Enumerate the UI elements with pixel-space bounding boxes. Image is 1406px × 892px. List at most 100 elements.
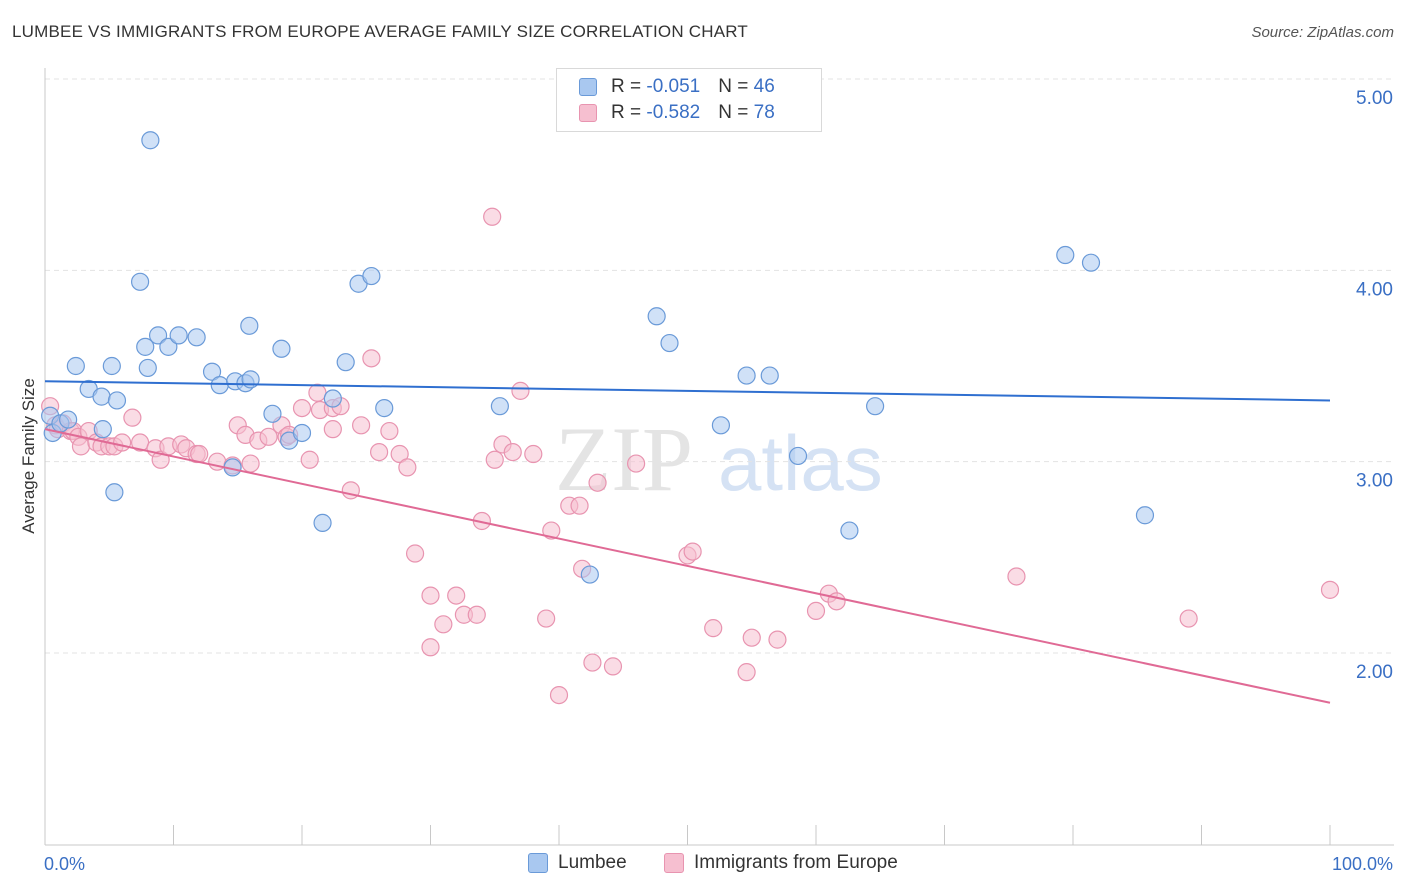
data-point: [549, 685, 569, 705]
y-tick-label: 3.00: [1356, 471, 1393, 492]
data-point: [138, 358, 157, 378]
data-point: [59, 410, 78, 429]
data-point: [102, 356, 121, 376]
data-point: [840, 521, 859, 540]
data-point: [788, 446, 808, 466]
legend-n-label: N =: [718, 76, 754, 97]
legend-r-value: -0.582: [646, 102, 701, 123]
data-point: [421, 586, 440, 605]
data-point: [263, 404, 282, 423]
data-point: [390, 444, 409, 464]
data-point: [660, 333, 679, 353]
data-point: [1007, 567, 1026, 586]
data-point: [362, 349, 381, 368]
data-point: [362, 266, 381, 286]
data-point: [467, 605, 486, 624]
data-point: [603, 657, 623, 676]
data-point: [136, 337, 155, 356]
lumbee-swatch: [528, 853, 548, 873]
data-point: [130, 272, 150, 291]
data-point: [866, 397, 885, 416]
data-point: [93, 420, 112, 439]
data-point: [580, 565, 599, 584]
legend-n-label: N =: [718, 102, 754, 123]
europe-swatch: [579, 104, 597, 122]
data-point: [398, 458, 417, 477]
legend-r-label: R =: [611, 102, 647, 123]
x-tick-labels: 0.0% 100.0%: [44, 854, 1393, 874]
data-point: [148, 326, 168, 345]
legend-item-label: Lumbee: [558, 852, 627, 873]
data-point: [1056, 245, 1075, 265]
data-point: [737, 366, 756, 385]
data-point: [352, 416, 371, 435]
data-point: [259, 427, 278, 446]
series-lumbee: [41, 131, 1155, 584]
data-point: [760, 366, 779, 385]
data-point: [71, 437, 91, 456]
legend-n-value: 46: [753, 76, 775, 97]
data-point: [202, 362, 222, 381]
europe-swatch: [664, 853, 684, 873]
data-point: [66, 356, 85, 376]
data-point: [112, 433, 132, 452]
data-point: [485, 450, 504, 469]
series-legend: Lumbee Immigrants from Europe: [0, 852, 1406, 878]
data-point: [742, 628, 761, 647]
data-point: [323, 420, 342, 439]
data-point: [375, 398, 394, 418]
legend-item-europe[interactable]: Immigrants from Europe: [664, 852, 898, 874]
data-point: [483, 207, 502, 226]
data-point: [683, 542, 702, 561]
y-tick-label: 4.00: [1356, 279, 1393, 300]
data-point: [272, 339, 291, 358]
x-tick-label: 100.0%: [1332, 854, 1393, 874]
data-point: [588, 473, 607, 492]
data-point: [370, 443, 389, 462]
data-point: [1179, 609, 1198, 628]
data-point: [737, 663, 756, 682]
data-point: [323, 389, 342, 408]
data-point: [92, 387, 111, 406]
data-point: [380, 421, 399, 441]
chart-title: LUMBEE VS IMMIGRANTS FROM EUROPE AVERAGE…: [12, 22, 748, 41]
data-point: [768, 630, 787, 649]
legend-row-lumbee: R = -0.051 N = 46: [579, 75, 775, 99]
y-axis-label: Average Family Size: [19, 378, 38, 534]
data-point: [511, 381, 530, 400]
x-tick-label: 0.0%: [44, 854, 85, 874]
data-point: [308, 383, 327, 402]
data-point: [1081, 253, 1101, 272]
legend-item-lumbee[interactable]: Lumbee: [528, 852, 627, 874]
data-point: [490, 397, 509, 416]
data-point: [292, 423, 312, 443]
source-label: Source: ZipAtlas.com: [1251, 24, 1394, 41]
data-point: [187, 328, 206, 347]
data-point: [241, 454, 260, 473]
axes: [44, 68, 1394, 846]
data-point: [336, 353, 355, 372]
data-point: [434, 615, 453, 634]
data-point: [1135, 506, 1155, 525]
data-point: [447, 586, 466, 605]
data-point: [647, 307, 666, 326]
trend-lines: [44, 380, 1331, 704]
data-point: [421, 638, 440, 657]
data-point: [583, 653, 602, 672]
legend-item-label: Immigrants from Europe: [694, 852, 898, 873]
data-point: [626, 454, 646, 473]
data-point: [542, 521, 561, 540]
data-point: [711, 416, 731, 435]
data-point: [1320, 580, 1340, 599]
grid-lines: [45, 78, 1394, 654]
legend-r-label: R =: [611, 76, 647, 97]
data-point: [107, 391, 127, 410]
legend-n-value: 78: [753, 102, 775, 123]
data-point: [210, 376, 229, 395]
data-point: [570, 496, 589, 515]
trend-line-lumbee: [44, 380, 1331, 402]
legend-r-value: -0.051: [646, 76, 701, 97]
data-point: [169, 326, 188, 345]
data-point: [537, 609, 556, 628]
